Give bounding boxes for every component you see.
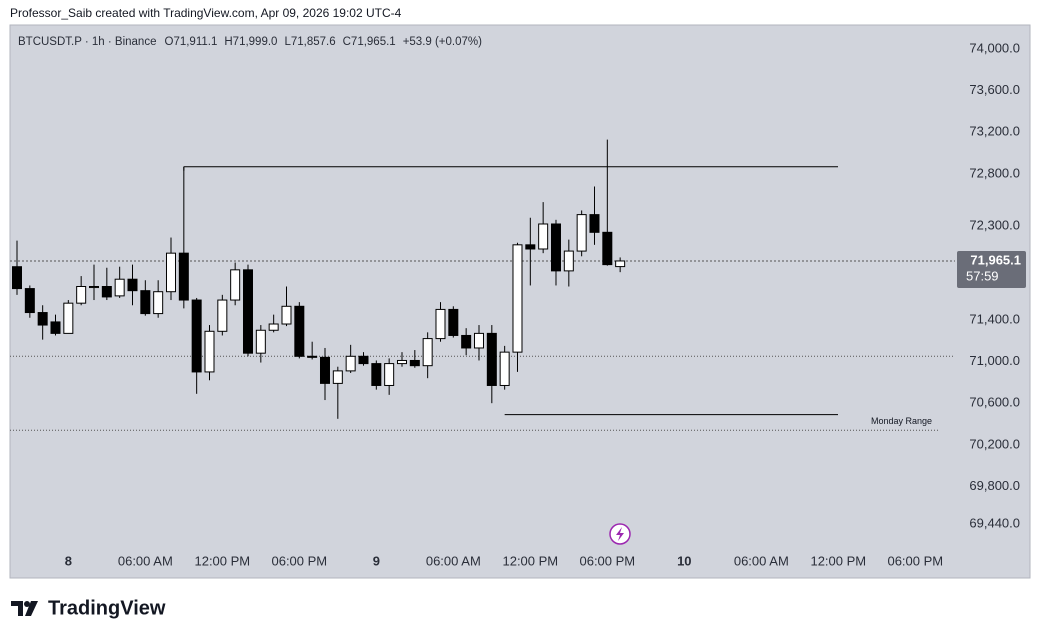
candle-body: [538, 223, 549, 250]
y-tick-label: 72,300.0: [969, 218, 1020, 233]
candle-body: [589, 214, 600, 233]
candle-body: [512, 244, 523, 353]
candle-body: [24, 288, 35, 314]
brand-logo: [11, 601, 38, 616]
price-tag-label: 71,965.1: [970, 252, 1021, 267]
legend-text: H: [224, 36, 232, 48]
y-tick-label: 69,800.0: [969, 478, 1020, 493]
x-tick-label: 06:00 AM: [426, 553, 481, 568]
candle-body: [473, 332, 484, 349]
price-tag: [957, 250, 1026, 288]
candle-body: [332, 370, 343, 384]
candle-body: [525, 244, 536, 250]
candle-body: [435, 308, 446, 340]
candle-body: [550, 223, 561, 272]
candle-body: [563, 250, 574, 272]
y-tick-label: 74,000.0: [969, 40, 1020, 55]
x-tick-label: 8: [65, 553, 72, 568]
candle-body: [499, 351, 510, 386]
candle-body: [486, 332, 497, 386]
y-tick-label: 73,600.0: [969, 82, 1020, 97]
candle-body: [281, 305, 292, 325]
legend-text: +53.9 (+0.07%): [403, 36, 482, 48]
candle-body: [294, 305, 305, 357]
candle-body: [204, 330, 215, 373]
x-tick-label: 9: [373, 553, 380, 568]
x-tick-label: 06:00 AM: [734, 553, 789, 568]
candle-body: [448, 308, 459, 336]
legend-text: C: [343, 36, 351, 48]
y-tick-label: 70,600.0: [969, 395, 1020, 410]
candle-body: [101, 286, 112, 298]
legend-text: L: [284, 36, 291, 48]
candle-body: [461, 334, 472, 349]
candle-body: [615, 260, 626, 268]
candle-body: [114, 278, 125, 297]
candle-body: [319, 356, 330, 384]
x-tick-label: 06:00 PM: [579, 553, 635, 568]
brand-name: TradingView: [48, 597, 166, 619]
y-tick-label: 71,400.0: [969, 311, 1020, 326]
y-tick-label: 70,200.0: [969, 436, 1020, 451]
event-icon[interactable]: [609, 523, 631, 545]
legend-text: 71,911.1: [173, 36, 217, 48]
x-tick-label: 12:00 PM: [194, 553, 250, 568]
legend-text: BTCUSDT.P · 1h · Binance: [18, 36, 156, 48]
candle-body: [63, 302, 74, 334]
y-tick-label: 71,000.0: [969, 353, 1020, 368]
candle-body: [127, 278, 138, 292]
x-tick-label: 06:00 AM: [118, 553, 173, 568]
candle-body: [384, 363, 395, 386]
x-tick-label: 06:00 PM: [887, 553, 943, 568]
y-tick-label: 69,440.0: [969, 515, 1020, 530]
candle-body: [165, 252, 176, 293]
x-tick-label: 12:00 PM: [502, 553, 558, 568]
countdown-label: 57:59: [966, 268, 999, 283]
candle-body: [371, 363, 382, 386]
candle-body: [602, 231, 613, 266]
candle-body: [268, 323, 279, 331]
candle-body: [37, 312, 48, 326]
candle-body: [409, 359, 420, 367]
candle-body: [88, 286, 99, 289]
x-tick-label: 06:00 PM: [271, 553, 327, 568]
candle-body: [396, 359, 407, 365]
candle-body: [358, 355, 369, 365]
candle-body: [191, 299, 202, 373]
candle-body: [153, 291, 164, 315]
candle-body: [50, 321, 61, 334]
x-tick-label: 12:00 PM: [810, 553, 866, 568]
legend-text: O: [164, 36, 173, 48]
x-tick-label: 10: [677, 553, 691, 568]
candle-body: [422, 338, 433, 367]
candle-body: [217, 299, 228, 332]
candle-body: [307, 355, 318, 358]
candle-body: [242, 269, 253, 354]
legend-text: 71,965.1: [351, 36, 396, 48]
legend-text: 71,999.0: [233, 36, 278, 48]
legend-text: 71,857.6: [291, 36, 336, 48]
candle-body: [255, 329, 266, 354]
range-label: Monday Range: [871, 416, 932, 426]
y-tick-label: 72,800.0: [969, 165, 1020, 180]
candle-body: [178, 252, 189, 301]
candle-body: [140, 290, 151, 315]
header: Professor_Saib created with TradingView.…: [10, 6, 402, 20]
y-tick-label: 73,200.0: [969, 124, 1020, 139]
candle-body: [12, 266, 22, 290]
candle-body: [576, 214, 587, 252]
candle-body: [230, 269, 241, 301]
candle-body: [345, 355, 356, 372]
candle-body: [76, 286, 87, 304]
